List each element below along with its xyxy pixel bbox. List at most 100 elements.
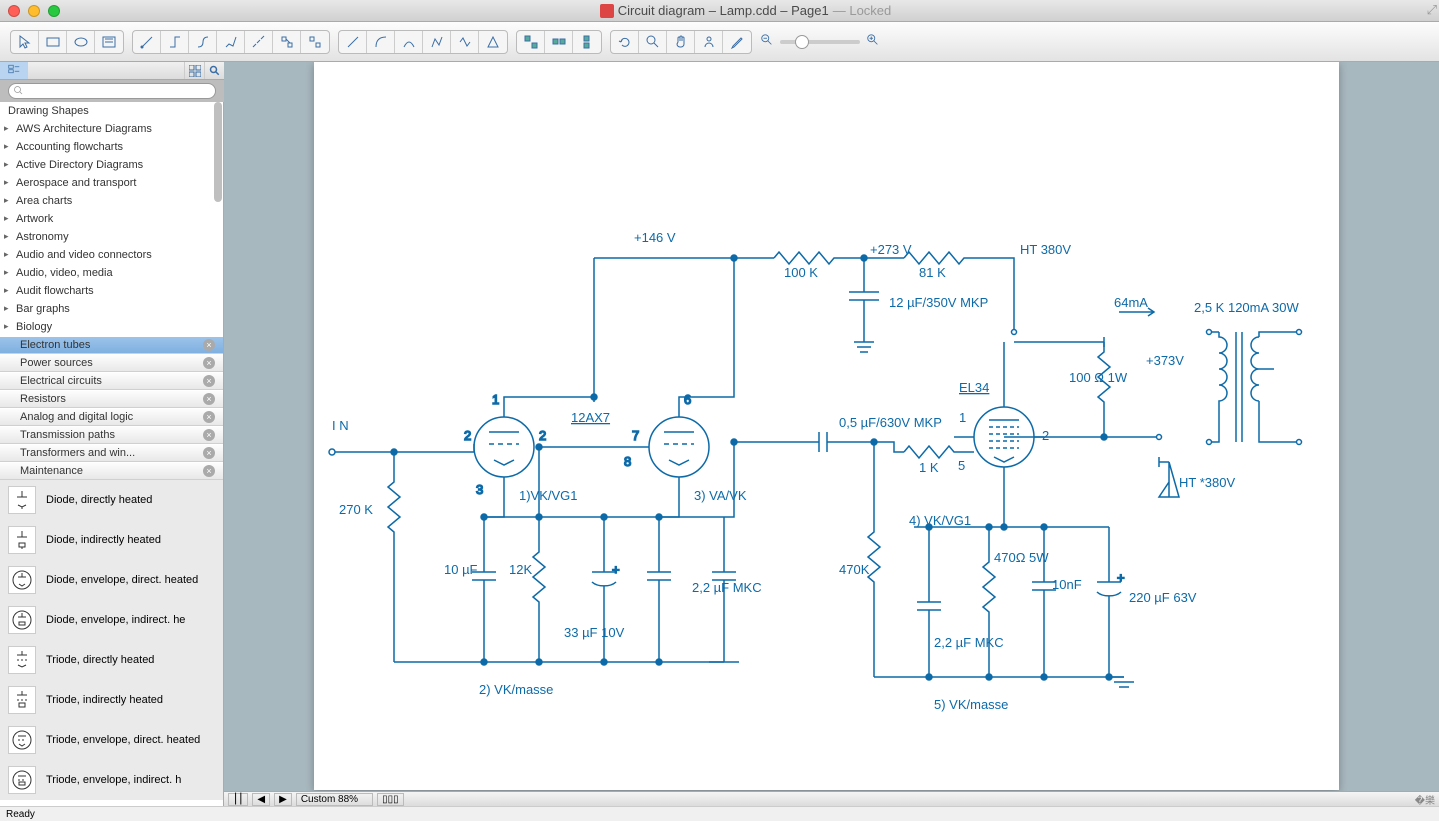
search-tab-icon[interactable]: [204, 62, 224, 79]
shape-item[interactable]: Diode, envelope, direct. heated: [0, 560, 223, 600]
zoom-out-icon[interactable]: [760, 33, 774, 50]
resize-grip-icon[interactable]: �樂: [1415, 792, 1435, 807]
svg-text:2,2 µF MKC: 2,2 µF MKC: [692, 580, 762, 595]
zoom-label[interactable]: Custom 88%: [296, 793, 373, 806]
shape-item[interactable]: Diode, envelope, indirect. he: [0, 600, 223, 640]
shape-label: Triode, directly heated: [46, 654, 154, 666]
close-icon[interactable]: ×: [203, 339, 215, 351]
sidebar-category[interactable]: Active Directory Diagrams: [0, 156, 223, 174]
shape-thumb-icon: [8, 646, 36, 674]
filter-label: Transmission paths: [20, 429, 115, 441]
close-icon[interactable]: ×: [203, 429, 215, 441]
sidebar-category[interactable]: Artwork: [0, 210, 223, 228]
sidebar-filter-item[interactable]: Maintenance×: [0, 462, 223, 480]
hand-tool[interactable]: [667, 31, 695, 53]
title-main: Circuit diagram – Lamp.cdd – Page1: [618, 3, 829, 18]
sidebar-category[interactable]: AWS Architecture Diagrams: [0, 120, 223, 138]
sidebar-filter-item[interactable]: Power sources ×: [0, 354, 223, 372]
sidebar-category[interactable]: Aerospace and transport: [0, 174, 223, 192]
sidebar-category[interactable]: Audit flowcharts: [0, 282, 223, 300]
align-3[interactable]: [573, 31, 601, 53]
sidebar-category[interactable]: Audio, video, media: [0, 264, 223, 282]
svg-text:+: +: [1117, 570, 1125, 585]
connector-5[interactable]: [245, 31, 273, 53]
svg-text:64mA: 64mA: [1114, 295, 1148, 310]
sidebar-filter-item[interactable]: Transmission paths ×: [0, 426, 223, 444]
zoom-in-icon[interactable]: [866, 33, 880, 50]
minimize-button[interactable]: [28, 5, 40, 17]
connector-2[interactable]: [161, 31, 189, 53]
close-icon[interactable]: ×: [203, 411, 215, 423]
page-prev[interactable]: ◀: [252, 793, 270, 806]
grid-view-icon[interactable]: [184, 62, 204, 79]
refresh-tool[interactable]: [611, 31, 639, 53]
sidebar-category[interactable]: Accounting flowcharts: [0, 138, 223, 156]
filter-label: Power sources: [20, 357, 93, 369]
shape-label: Triode, envelope, direct. heated: [46, 734, 200, 746]
scrollbar-thumb[interactable]: [214, 102, 222, 202]
person-tool[interactable]: [695, 31, 723, 53]
layout-views[interactable]: ▯▯▯: [377, 793, 404, 806]
shape-thumb-icon: [8, 606, 36, 634]
line-6[interactable]: [479, 31, 507, 53]
pointer-tool[interactable]: [11, 31, 39, 53]
zoom-tool[interactable]: [639, 31, 667, 53]
library-tab[interactable]: [0, 62, 28, 79]
page-next[interactable]: ▶: [274, 793, 292, 806]
line-2[interactable]: [367, 31, 395, 53]
line-3[interactable]: [395, 31, 423, 53]
shape-item[interactable]: Triode, directly heated: [0, 640, 223, 680]
maximize-button[interactable]: [48, 5, 60, 17]
close-button[interactable]: [8, 5, 20, 17]
rect-tool[interactable]: [39, 31, 67, 53]
sidebar-category[interactable]: Audio and video connectors: [0, 246, 223, 264]
zoom-thumb[interactable]: [795, 35, 809, 49]
eyedropper-tool[interactable]: [723, 31, 751, 53]
line-1[interactable]: [339, 31, 367, 53]
sidebar-category[interactable]: Astronomy: [0, 228, 223, 246]
ellipse-tool[interactable]: [67, 31, 95, 53]
sidebar-category[interactable]: Bar graphs: [0, 300, 223, 318]
connector-1[interactable]: [133, 31, 161, 53]
footer-bar: ⎮⎮ ◀ ▶ Custom 88% ▯▯▯ �樂: [224, 791, 1439, 806]
close-icon[interactable]: ×: [203, 465, 215, 477]
sidebar-category[interactable]: Biology: [0, 318, 223, 336]
shape-item[interactable]: Triode, envelope, indirect. h: [0, 760, 223, 800]
shape-item[interactable]: Diode, directly heated: [0, 480, 223, 520]
page-canvas[interactable]: 1 2 2 3 6 7 8: [314, 62, 1339, 790]
sidebar-filter-item[interactable]: Electron tubes×: [0, 336, 223, 354]
svg-text:33 µF 10V: 33 µF 10V: [564, 625, 625, 640]
sidebar-category[interactable]: Area charts: [0, 192, 223, 210]
connector-3[interactable]: [189, 31, 217, 53]
svg-text:100 K: 100 K: [784, 265, 818, 280]
shape-item[interactable]: Triode, envelope, direct. heated: [0, 720, 223, 760]
connector-6[interactable]: [273, 31, 301, 53]
align-1[interactable]: [517, 31, 545, 53]
align-2[interactable]: [545, 31, 573, 53]
svg-text:2: 2: [464, 428, 471, 443]
svg-text:3: 3: [476, 482, 483, 497]
line-4[interactable]: [423, 31, 451, 53]
sidebar-filter-item[interactable]: Analog and digital logic×: [0, 408, 223, 426]
sidebar-filter-item[interactable]: Resistors×: [0, 390, 223, 408]
sidebar-filter-item[interactable]: Transformers and win...×: [0, 444, 223, 462]
close-icon[interactable]: ×: [203, 447, 215, 459]
scroll-toggle[interactable]: ⎮⎮: [228, 793, 248, 806]
svg-text:100 Ω 1W: 100 Ω 1W: [1069, 370, 1128, 385]
shape-item[interactable]: Triode, indirectly heated: [0, 680, 223, 720]
close-icon[interactable]: ×: [203, 357, 215, 369]
status-bar: Ready: [0, 806, 1439, 821]
text-tool[interactable]: [95, 31, 123, 53]
search-input[interactable]: [8, 83, 216, 99]
close-icon[interactable]: ×: [203, 375, 215, 387]
svg-text:+273 V: +273 V: [870, 242, 912, 257]
line-5[interactable]: [451, 31, 479, 53]
close-icon[interactable]: ×: [203, 393, 215, 405]
shape-item[interactable]: Diode, indirectly heated: [0, 520, 223, 560]
fullscreen-icon[interactable]: ⤢: [1427, 2, 1437, 18]
connector-7[interactable]: [301, 31, 329, 53]
sidebar-filter-item[interactable]: Electrical circuits×: [0, 372, 223, 390]
svg-text:2,2 µF MKC: 2,2 µF MKC: [934, 635, 1004, 650]
zoom-track[interactable]: [780, 40, 860, 44]
connector-4[interactable]: [217, 31, 245, 53]
